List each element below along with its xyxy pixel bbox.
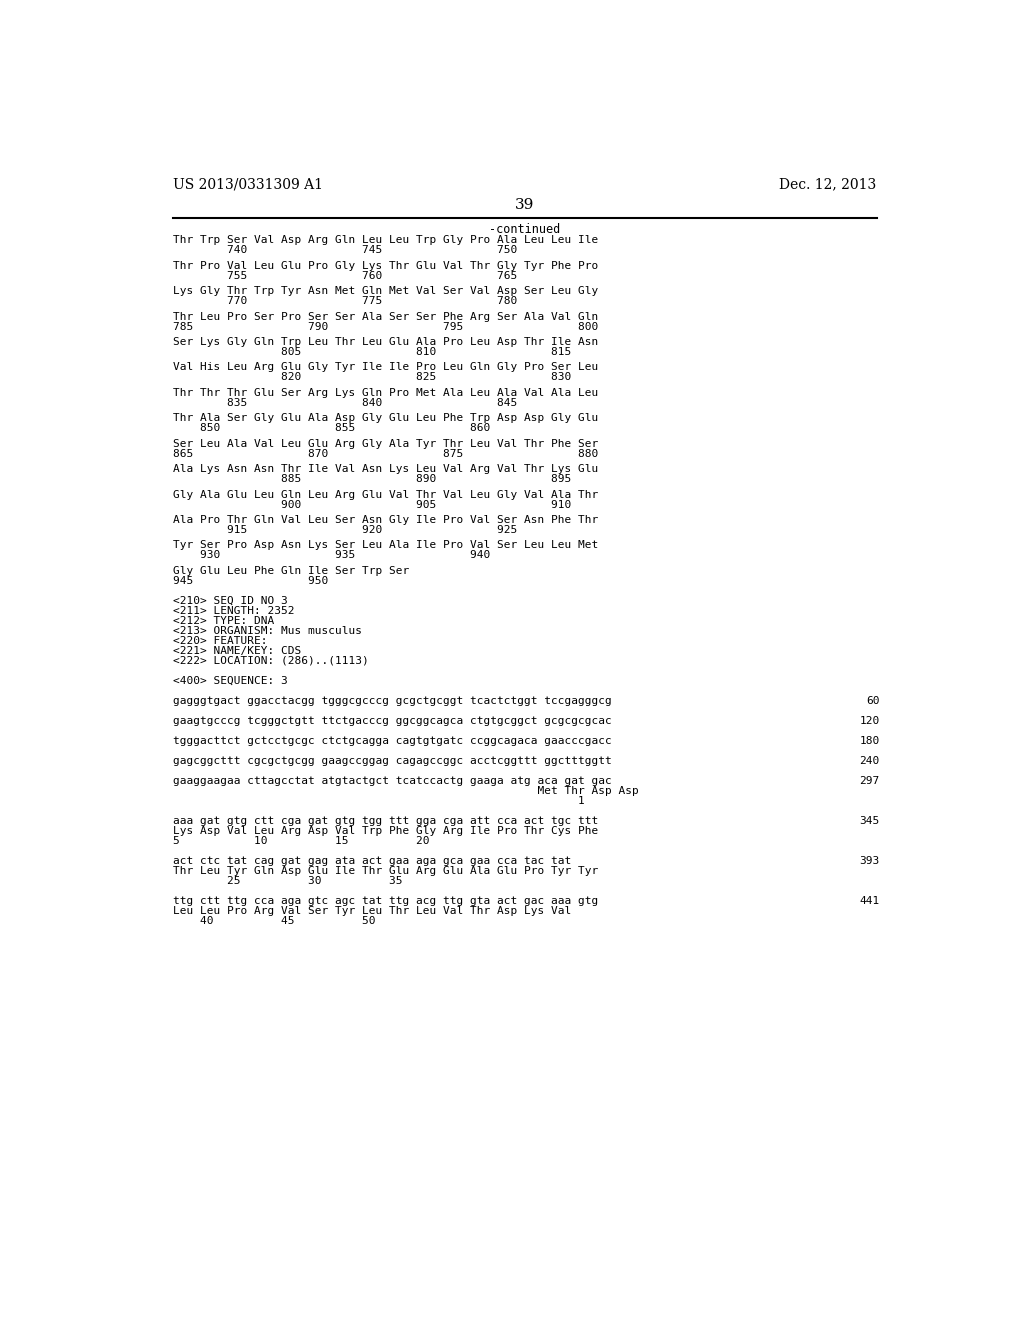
Text: <213> ORGANISM: Mus musculus: <213> ORGANISM: Mus musculus [173, 626, 361, 636]
Text: <211> LENGTH: 2352: <211> LENGTH: 2352 [173, 606, 295, 615]
Text: <221> NAME/KEY: CDS: <221> NAME/KEY: CDS [173, 645, 301, 656]
Text: Ala Lys Asn Asn Thr Ile Val Asn Lys Leu Val Arg Val Thr Lys Glu: Ala Lys Asn Asn Thr Ile Val Asn Lys Leu … [173, 465, 598, 474]
Text: Thr Pro Val Leu Glu Pro Gly Lys Thr Glu Val Thr Gly Tyr Phe Pro: Thr Pro Val Leu Glu Pro Gly Lys Thr Glu … [173, 261, 598, 271]
Text: 5           10          15          20: 5 10 15 20 [173, 836, 429, 846]
Text: <212> TYPE: DNA: <212> TYPE: DNA [173, 615, 274, 626]
Text: 180: 180 [859, 737, 880, 746]
Text: 770                 775                 780: 770 775 780 [173, 296, 517, 306]
Text: 835                 840                 845: 835 840 845 [173, 397, 517, 408]
Text: 820                 825                 830: 820 825 830 [173, 372, 571, 383]
Text: Met Thr Asp Asp: Met Thr Asp Asp [173, 785, 639, 796]
Text: tgggacttct gctcctgcgc ctctgcagga cagtgtgatc ccggcagaca gaacccgacc: tgggacttct gctcctgcgc ctctgcagga cagtgtg… [173, 737, 611, 746]
Text: 120: 120 [859, 715, 880, 726]
Text: 39: 39 [515, 198, 535, 213]
Text: ttg ctt ttg cca aga gtc agc tat ttg acg ttg gta act gac aaa gtg: ttg ctt ttg cca aga gtc agc tat ttg acg … [173, 896, 598, 906]
Text: Thr Trp Ser Val Asp Arg Gln Leu Leu Trp Gly Pro Ala Leu Leu Ile: Thr Trp Ser Val Asp Arg Gln Leu Leu Trp … [173, 235, 598, 246]
Text: Lys Asp Val Leu Arg Asp Val Trp Phe Gly Arg Ile Pro Thr Cys Phe: Lys Asp Val Leu Arg Asp Val Trp Phe Gly … [173, 826, 598, 836]
Text: 441: 441 [859, 896, 880, 906]
Text: 297: 297 [859, 776, 880, 785]
Text: 865                 870                 875                 880: 865 870 875 880 [173, 449, 598, 458]
Text: 60: 60 [866, 696, 880, 706]
Text: Ser Leu Ala Val Leu Glu Arg Gly Ala Tyr Thr Leu Val Thr Phe Ser: Ser Leu Ala Val Leu Glu Arg Gly Ala Tyr … [173, 438, 598, 449]
Text: US 2013/0331309 A1: US 2013/0331309 A1 [173, 178, 323, 191]
Text: 755                 760                 765: 755 760 765 [173, 271, 517, 281]
Text: <222> LOCATION: (286)..(1113): <222> LOCATION: (286)..(1113) [173, 656, 369, 665]
Text: aaa gat gtg ctt cga gat gtg tgg ttt gga cga att cca act tgc ttt: aaa gat gtg ctt cga gat gtg tgg ttt gga … [173, 816, 598, 826]
Text: Val His Leu Arg Glu Gly Tyr Ile Ile Pro Leu Gln Gly Pro Ser Leu: Val His Leu Arg Glu Gly Tyr Ile Ile Pro … [173, 363, 598, 372]
Text: Leu Leu Pro Arg Val Ser Tyr Leu Thr Leu Val Thr Asp Lys Val: Leu Leu Pro Arg Val Ser Tyr Leu Thr Leu … [173, 906, 571, 916]
Text: 345: 345 [859, 816, 880, 826]
Text: 915                 920                 925: 915 920 925 [173, 525, 517, 535]
Text: <400> SEQUENCE: 3: <400> SEQUENCE: 3 [173, 676, 288, 686]
Text: 900                 905                 910: 900 905 910 [173, 499, 571, 510]
Text: Lys Gly Thr Trp Tyr Asn Met Gln Met Val Ser Val Asp Ser Leu Gly: Lys Gly Thr Trp Tyr Asn Met Gln Met Val … [173, 286, 598, 296]
Text: 945                 950: 945 950 [173, 576, 329, 586]
Text: Gly Glu Leu Phe Gln Ile Ser Trp Ser: Gly Glu Leu Phe Gln Ile Ser Trp Ser [173, 566, 410, 576]
Text: gaagtgcccg tcgggctgtt ttctgacccg ggcggcagca ctgtgcggct gcgcgcgcac: gaagtgcccg tcgggctgtt ttctgacccg ggcggca… [173, 715, 611, 726]
Text: 393: 393 [859, 857, 880, 866]
Text: act ctc tat cag gat gag ata act gaa aga gca gaa cca tac tat: act ctc tat cag gat gag ata act gaa aga … [173, 857, 571, 866]
Text: 885                 890                 895: 885 890 895 [173, 474, 571, 484]
Text: gaaggaagaa cttagcctat atgtactgct tcatccactg gaaga atg aca gat gac: gaaggaagaa cttagcctat atgtactgct tcatcca… [173, 776, 611, 785]
Text: 850                 855                 860: 850 855 860 [173, 424, 490, 433]
Text: Thr Leu Pro Ser Pro Ser Ser Ala Ser Ser Phe Arg Ser Ala Val Gln: Thr Leu Pro Ser Pro Ser Ser Ala Ser Ser … [173, 312, 598, 322]
Text: <210> SEQ ID NO 3: <210> SEQ ID NO 3 [173, 595, 288, 606]
Text: Tyr Ser Pro Asp Asn Lys Ser Leu Ala Ile Pro Val Ser Leu Leu Met: Tyr Ser Pro Asp Asn Lys Ser Leu Ala Ile … [173, 540, 598, 550]
Text: 40          45          50: 40 45 50 [173, 916, 376, 927]
Text: Ser Lys Gly Gln Trp Leu Thr Leu Glu Ala Pro Leu Asp Thr Ile Asn: Ser Lys Gly Gln Trp Leu Thr Leu Glu Ala … [173, 337, 598, 347]
Text: gagcggcttt cgcgctgcgg gaagccggag cagagccggc acctcggttt ggctttggtt: gagcggcttt cgcgctgcgg gaagccggag cagagcc… [173, 756, 611, 766]
Text: 740                 745                 750: 740 745 750 [173, 246, 517, 255]
Text: 25          30          35: 25 30 35 [173, 876, 402, 886]
Text: 1: 1 [173, 796, 585, 807]
Text: Ala Pro Thr Gln Val Leu Ser Asn Gly Ile Pro Val Ser Asn Phe Thr: Ala Pro Thr Gln Val Leu Ser Asn Gly Ile … [173, 515, 598, 525]
Text: Dec. 12, 2013: Dec. 12, 2013 [779, 178, 877, 191]
Text: Thr Thr Thr Glu Ser Arg Lys Gln Pro Met Ala Leu Ala Val Ala Leu: Thr Thr Thr Glu Ser Arg Lys Gln Pro Met … [173, 388, 598, 397]
Text: 240: 240 [859, 756, 880, 766]
Text: Thr Ala Ser Gly Glu Ala Asp Gly Glu Leu Phe Trp Asp Asp Gly Glu: Thr Ala Ser Gly Glu Ala Asp Gly Glu Leu … [173, 413, 598, 424]
Text: 785                 790                 795                 800: 785 790 795 800 [173, 322, 598, 331]
Text: gagggtgact ggacctacgg tgggcgcccg gcgctgcggt tcactctggt tccgagggcg: gagggtgact ggacctacgg tgggcgcccg gcgctgc… [173, 696, 611, 706]
Text: -continued: -continued [489, 223, 560, 236]
Text: 805                 810                 815: 805 810 815 [173, 347, 571, 356]
Text: Thr Leu Tyr Gln Asp Glu Ile Thr Glu Arg Glu Ala Glu Pro Tyr Tyr: Thr Leu Tyr Gln Asp Glu Ile Thr Glu Arg … [173, 866, 598, 876]
Text: Gly Ala Glu Leu Gln Leu Arg Glu Val Thr Val Leu Gly Val Ala Thr: Gly Ala Glu Leu Gln Leu Arg Glu Val Thr … [173, 490, 598, 499]
Text: 930                 935                 940: 930 935 940 [173, 550, 490, 560]
Text: <220> FEATURE:: <220> FEATURE: [173, 636, 267, 645]
